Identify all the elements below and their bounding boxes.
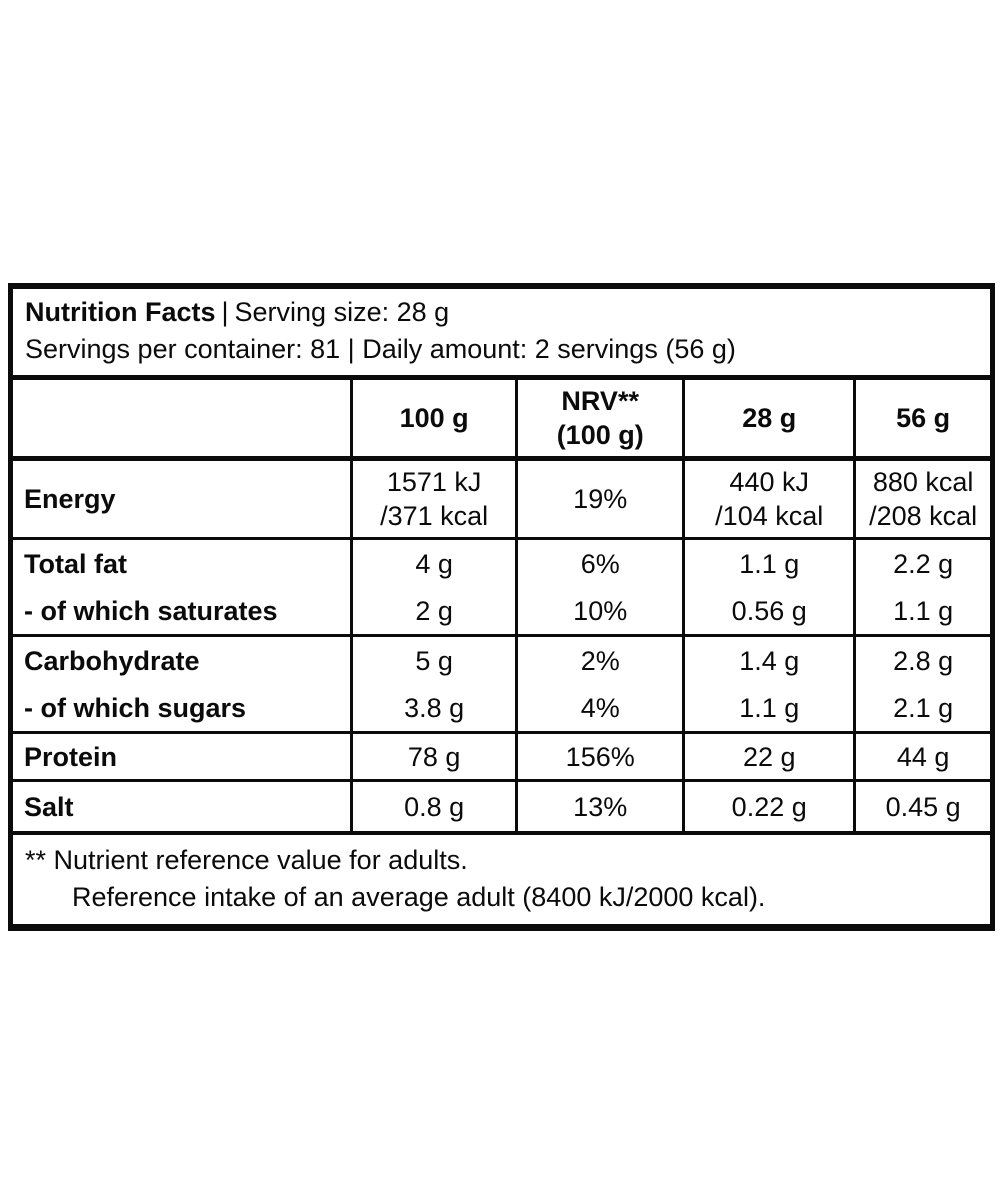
table-header-row: 100 g NRV** (100 g) 28 g 56 g: [13, 380, 990, 461]
salt-per-28g: 0.22 g: [682, 782, 853, 831]
salt-label: Salt: [24, 791, 74, 822]
carbohydrate-label: Carbohydrate: [24, 645, 200, 676]
protein-per-100g: 78 g: [350, 734, 515, 779]
footnote-line2: Reference intake of an average adult (84…: [72, 882, 766, 912]
column-header-nrv: NRV** (100 g): [515, 380, 682, 456]
protein-per-28g: 22 g: [682, 734, 853, 779]
sugars-label: - of which sugars: [24, 692, 247, 723]
energy-per-56g: 880 kcal /208 kcal: [853, 461, 990, 537]
table-row-carbohydrate: Carbohydrate 5 g 2% 1.4 g 2.8 g: [13, 637, 990, 684]
label-title: Nutrition Facts: [25, 297, 216, 327]
carbohydrate-per-28g: 1.4 g: [682, 637, 853, 684]
salt-nrv: 13%: [515, 782, 682, 831]
energy-per-100g: 1571 kJ /371 kcal: [350, 461, 515, 537]
carbohydrate-per-100g: 5 g: [350, 637, 515, 684]
energy-nrv: 19%: [515, 461, 682, 537]
protein-label: Protein: [24, 741, 118, 772]
sugars-nrv: 4%: [515, 684, 682, 731]
serving-size-text: Serving size: 28 g: [234, 297, 450, 327]
energy-per-28g: 440 kJ /104 kcal: [682, 461, 853, 537]
protein-nrv: 156%: [515, 734, 682, 779]
saturates-label: - of which saturates: [24, 595, 278, 626]
saturates-per-56g: 1.1 g: [853, 587, 990, 634]
servings-line: Servings per container: 81 | Daily amoun…: [25, 334, 736, 364]
total-fat-per-100g: 4 g: [350, 540, 515, 587]
column-header-100g: 100 g: [350, 380, 515, 456]
column-header-28g: 28 g: [682, 380, 853, 456]
nutrition-label: Nutrition Facts | Serving size: 28 g Servi…: [8, 283, 995, 931]
saturates-per-28g: 0.56 g: [682, 587, 853, 634]
total-fat-label: Total fat: [24, 548, 127, 579]
total-fat-per-28g: 1.1 g: [682, 540, 853, 587]
saturates-per-100g: 2 g: [350, 587, 515, 634]
total-fat-nrv: 6%: [515, 540, 682, 587]
sugars-per-28g: 1.1 g: [682, 684, 853, 731]
energy-label: Energy: [24, 484, 116, 514]
sugars-per-100g: 3.8 g: [350, 684, 515, 731]
salt-per-100g: 0.8 g: [350, 782, 515, 831]
total-fat-per-56g: 2.2 g: [853, 540, 990, 587]
table-row-total-fat: Total fat 4 g 6% 1.1 g 2.2 g: [13, 540, 990, 587]
salt-per-56g: 0.45 g: [853, 782, 990, 831]
carbohydrate-per-56g: 2.8 g: [853, 637, 990, 684]
column-header-56g: 56 g: [853, 380, 990, 456]
protein-per-56g: 44 g: [853, 734, 990, 779]
table-row-protein: Protein 78 g 156% 22 g 44 g: [13, 734, 990, 782]
saturates-nrv: 10%: [515, 587, 682, 634]
label-footnote: ** Nutrient reference value for adults. …: [13, 831, 990, 924]
header-separator: |: [221, 297, 229, 327]
footnote-line1: ** Nutrient reference value for adults.: [25, 845, 468, 875]
carbohydrate-nrv: 2%: [515, 637, 682, 684]
label-header: Nutrition Facts | Serving size: 28 g Servi…: [13, 289, 990, 380]
label-header-line1: Nutrition Facts | Serving size: 28 g: [25, 294, 978, 331]
sugars-per-56g: 2.1 g: [853, 684, 990, 731]
table-row-saturates: - of which saturates 2 g 10% 0.56 g 1.1 …: [13, 587, 990, 637]
table-row-salt: Salt 0.8 g 13% 0.22 g 0.45 g: [13, 782, 990, 831]
column-header-blank: [13, 380, 350, 456]
table-row-energy: Energy 1571 kJ /371 kcal 19% 440 kJ /104…: [13, 461, 990, 540]
table-row-sugars: - of which sugars 3.8 g 4% 1.1 g 2.1 g: [13, 684, 990, 734]
